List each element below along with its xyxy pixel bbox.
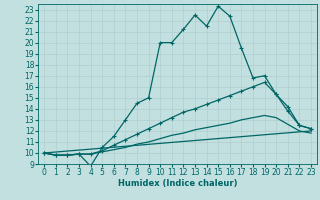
X-axis label: Humidex (Indice chaleur): Humidex (Indice chaleur) bbox=[118, 179, 237, 188]
